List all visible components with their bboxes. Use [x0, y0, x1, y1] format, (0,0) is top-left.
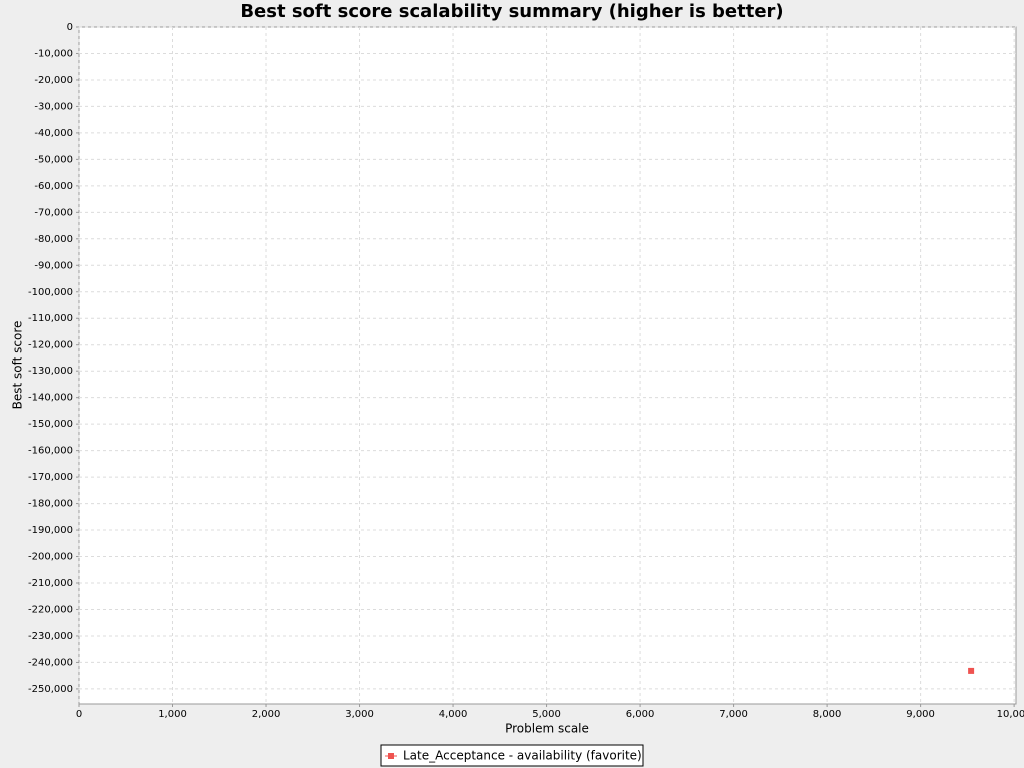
- y-tick-label: -200,000: [28, 552, 73, 563]
- data-point: [968, 667, 975, 674]
- y-tick-label: -70,000: [34, 207, 73, 218]
- y-tick-label: -50,000: [34, 154, 73, 165]
- legend: [380, 744, 644, 767]
- y-tick-label: -250,000: [28, 684, 73, 695]
- y-tick-label: -40,000: [34, 128, 73, 139]
- x-tick-label: 5,000: [532, 709, 561, 720]
- y-tick-label: -130,000: [28, 366, 73, 377]
- y-tick-label: -160,000: [28, 446, 73, 457]
- y-tick-label: -170,000: [28, 472, 73, 483]
- y-tick-label: -80,000: [34, 234, 73, 245]
- y-tick-label: -140,000: [28, 393, 73, 404]
- y-tick-label: -240,000: [28, 657, 73, 668]
- x-tick-label: 2,000: [252, 709, 281, 720]
- y-tick-label: -180,000: [28, 499, 73, 510]
- x-tick-label: 8,000: [813, 709, 842, 720]
- y-tick-label: -210,000: [28, 578, 73, 589]
- y-tick-label: -90,000: [34, 260, 73, 271]
- y-tick-label: -100,000: [28, 287, 73, 298]
- x-tick-label: 9,000: [906, 709, 935, 720]
- x-tick-label: 1,000: [158, 709, 187, 720]
- x-tick-label: 4,000: [439, 709, 468, 720]
- y-tick-label: -150,000: [28, 419, 73, 430]
- y-tick-label: -120,000: [28, 340, 73, 351]
- x-tick-label: 10,000: [997, 709, 1024, 720]
- y-tick-label: -10,000: [34, 48, 73, 59]
- legend-label: Late_Acceptance - availability (favorite…: [403, 749, 642, 763]
- y-tick-label: -230,000: [28, 631, 73, 642]
- chart-title: Best soft score scalability summary (hig…: [240, 1, 783, 22]
- y-axis-label: Best soft score: [11, 321, 25, 410]
- x-axis-label: Problem scale: [505, 722, 589, 736]
- y-tick-label: 0: [67, 22, 73, 33]
- x-tick-label: 0: [76, 709, 82, 720]
- y-tick-label: -30,000: [34, 101, 73, 112]
- legend-marker: [388, 753, 394, 759]
- x-tick-label: 7,000: [719, 709, 748, 720]
- y-tick-label: -220,000: [28, 604, 73, 615]
- x-tick-label: 6,000: [626, 709, 655, 720]
- y-tick-label: -190,000: [28, 525, 73, 536]
- y-tick-label: -60,000: [34, 181, 73, 192]
- x-tick-label: 3,000: [345, 709, 374, 720]
- y-tick-label: -110,000: [28, 313, 73, 324]
- y-tick-label: -20,000: [34, 75, 73, 86]
- plot-area: [78, 26, 1017, 705]
